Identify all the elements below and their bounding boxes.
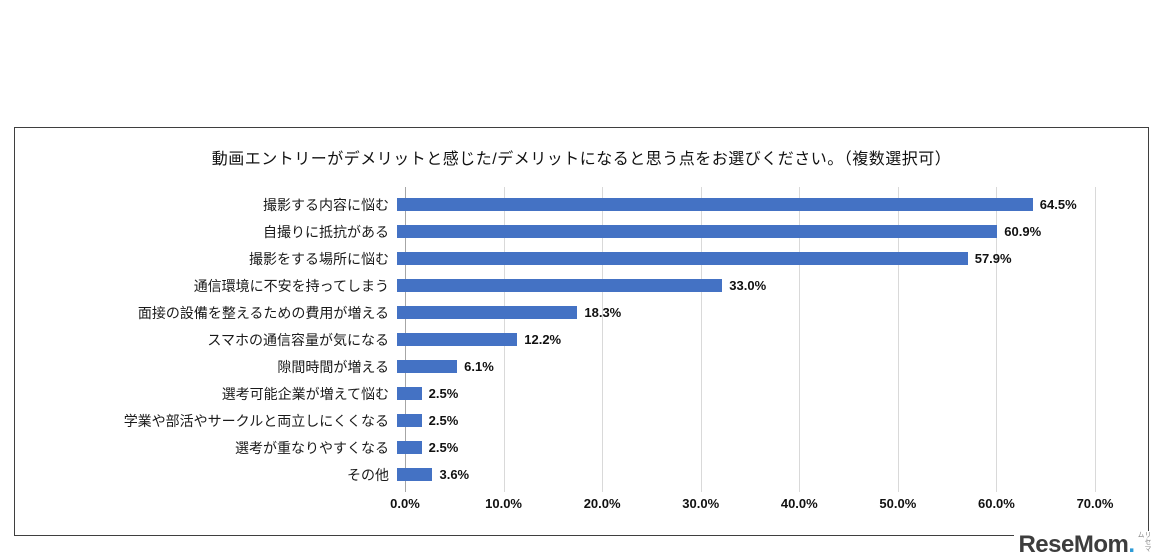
bar-cell: 3.6% — [397, 467, 1087, 482]
chart-title: 動画エントリーがデメリットと感じた/デメリットになると思う点をお選びください。（… — [211, 151, 952, 168]
bar-cell: 60.9% — [397, 224, 1087, 239]
resemom-logo: ReseMom . リセマム — [1014, 531, 1151, 557]
category-label: 通信環境に不安を持ってしまう — [193, 277, 389, 294]
category-label: 撮影する内容に悩む — [263, 196, 389, 213]
bar — [397, 306, 578, 319]
value-label: 3.6% — [439, 467, 470, 482]
gridline — [700, 187, 702, 492]
resemom-logo-subtext: リセマム — [1137, 531, 1151, 552]
value-label: 2.5% — [428, 440, 459, 455]
x-tick-label: 70.0% — [1076, 496, 1114, 511]
chart-row: 学業や部活やサークルと両立しにくくなる 2.5% — [15, 407, 1148, 434]
gridline — [602, 187, 604, 492]
x-tick-label: 10.0% — [485, 496, 522, 511]
chart-row: その他 3.6% — [15, 461, 1148, 488]
bar-cell: 6.1% — [397, 359, 1087, 374]
bar-cell: 57.9% — [397, 251, 1087, 266]
chart-row: 撮影をする場所に悩む 57.9% — [15, 245, 1148, 272]
bar-cell: 2.5% — [397, 413, 1087, 428]
bar-cell: 33.0% — [397, 278, 1087, 293]
x-tick-label: 20.0% — [583, 496, 621, 511]
category-label: 自撮りに抵抗がある — [263, 223, 389, 240]
chart-row: 自撮りに抵抗がある 60.9% — [15, 218, 1148, 245]
bar-cell: 64.5% — [397, 197, 1087, 212]
gridline — [996, 187, 998, 492]
chart-row: 撮影する内容に悩む 64.5% — [15, 191, 1148, 218]
category-label: その他 — [347, 466, 389, 483]
chart-row: 選考が重なりやすくなる 2.5% — [15, 434, 1148, 461]
bar — [397, 441, 422, 454]
value-label: 33.0% — [729, 278, 767, 293]
bar — [397, 387, 422, 400]
resemom-logo-text: ReseMom — [1018, 531, 1129, 558]
x-tick-label: 0.0% — [390, 496, 420, 511]
x-tick-label: 30.0% — [682, 496, 720, 511]
chart-frame: 動画エントリーがデメリットと感じた/デメリットになると思う点をお選びください。（… — [14, 127, 1149, 536]
gridline — [897, 187, 899, 492]
gridline — [1095, 187, 1096, 492]
bar-cell: 2.5% — [397, 386, 1087, 401]
chart-row: 選考可能企業が増えて悩む 2.5% — [15, 380, 1148, 407]
category-label: スマホの通信容量が気になる — [207, 331, 389, 348]
plot-area: 撮影する内容に悩む 64.5% 自撮りに抵抗がある 60.9% 撮影をする場所に悩む 57… — [15, 187, 1148, 492]
category-label: 選考可能企業が増えて悩む — [221, 385, 389, 402]
bar — [397, 333, 518, 346]
value-label: 57.9% — [974, 251, 1012, 266]
bar — [397, 279, 723, 292]
bar — [397, 468, 433, 481]
x-axis: 0.0% 10.0% 20.0% 30.0% 40.0% 50.0% 60.0% 70.0% — [390, 496, 1113, 522]
bar — [397, 414, 422, 427]
chart-row: 通信環境に不安を持ってしまう 33.0% — [15, 272, 1148, 299]
bar — [397, 225, 998, 238]
value-label: 64.5% — [1039, 197, 1077, 212]
bar — [397, 198, 1033, 211]
chart-row: 隙間時間が増える 6.1% — [15, 353, 1148, 380]
value-label: 6.1% — [464, 359, 494, 374]
resemom-logo-dot: . — [1128, 531, 1135, 558]
value-label: 2.5% — [428, 386, 459, 401]
chart-row: スマホの通信容量が気になる 12.2% — [15, 326, 1148, 353]
bar-cell: 2.5% — [397, 440, 1087, 455]
category-label: 学業や部活やサークルと両立しにくくなる — [123, 412, 389, 429]
x-tick-label: 60.0% — [977, 496, 1015, 511]
value-label: 18.3% — [584, 305, 622, 320]
chart-rows: 撮影する内容に悩む 64.5% 自撮りに抵抗がある 60.9% 撮影をする場所に悩む 57… — [15, 191, 1148, 488]
category-label: 隙間時間が増える — [277, 358, 389, 375]
x-tick-label: 40.0% — [780, 496, 818, 511]
category-label: 撮影をする場所に悩む — [249, 250, 389, 267]
value-label: 12.2% — [524, 332, 562, 347]
gridline — [799, 187, 801, 492]
x-tick-label: 50.0% — [879, 496, 917, 511]
category-label: 選考が重なりやすくなる — [235, 439, 389, 456]
value-label: 2.5% — [428, 413, 459, 428]
category-label: 面接の設備を整えるための費用が増える — [137, 304, 389, 321]
bar — [397, 360, 458, 373]
bar-cell: 18.3% — [397, 305, 1087, 320]
chart-row: 面接の設備を整えるための費用が増える 18.3% — [15, 299, 1148, 326]
value-label: 60.9% — [1004, 224, 1042, 239]
bar — [397, 252, 968, 265]
bar-cell: 12.2% — [397, 332, 1087, 347]
